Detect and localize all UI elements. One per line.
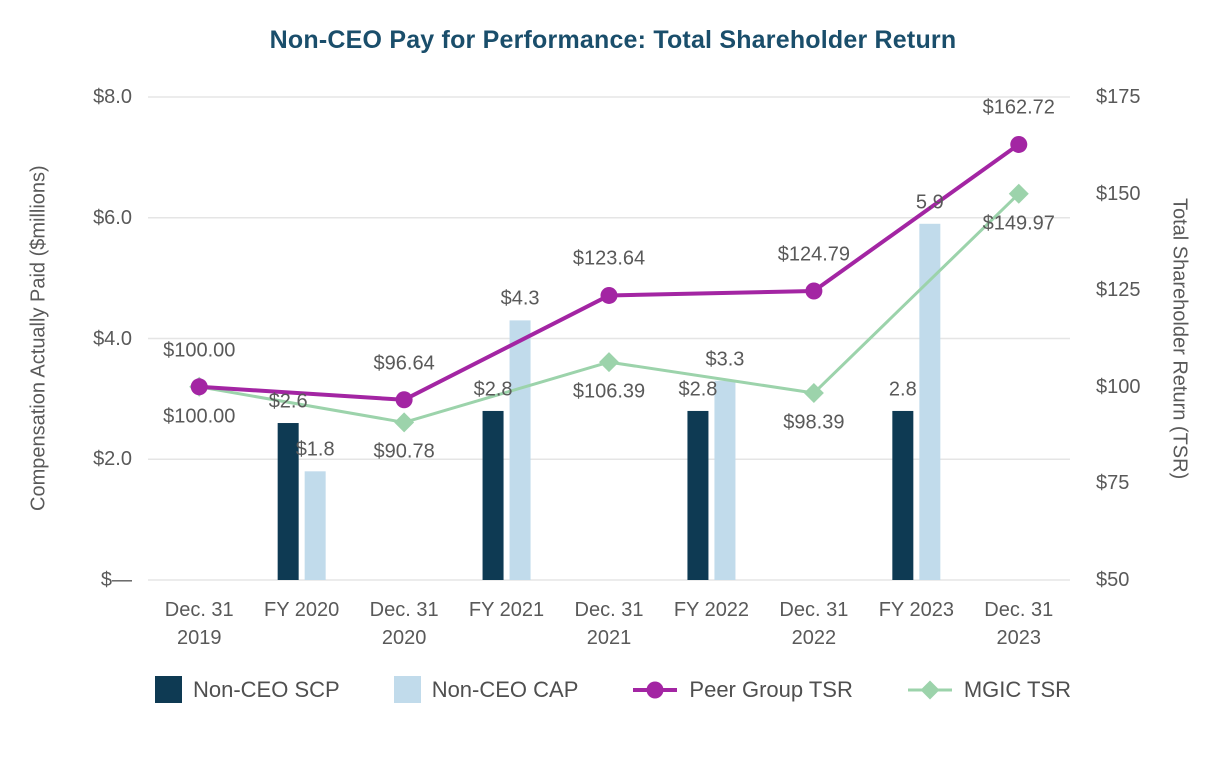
legend-item-non-ceo-cap: Non-CEO CAP xyxy=(393,676,579,703)
line-mgic-tsr xyxy=(198,192,1020,424)
legend-label: Non-CEO SCP xyxy=(192,676,340,702)
marker-diamond-mgic-tsr xyxy=(394,412,415,433)
marker-circle-peer-group-tsr xyxy=(805,282,823,300)
legend-item-peer-group-tsr: Peer Group TSR xyxy=(632,676,853,703)
legend-swatch-diamond-icon xyxy=(907,680,952,699)
marker-diamond-mgic-tsr xyxy=(803,383,824,404)
marker-diamond-mgic-tsr xyxy=(1008,183,1029,204)
bar-non-ceo-scp xyxy=(277,423,299,580)
bar-non-ceo-cap xyxy=(509,320,531,580)
bar-non-ceo-cap xyxy=(919,223,941,580)
marker-diamond-mgic-tsr xyxy=(599,352,619,373)
legend: Non-CEO SCP Non-CEO CAP Peer Group TSR MGIC… xyxy=(0,676,1226,703)
legend-label: MGIC TSR xyxy=(963,676,1072,702)
bar-non-ceo-scp xyxy=(687,410,709,580)
legend-label: Peer Group TSR xyxy=(689,676,853,702)
marker-circle-peer-group-tsr xyxy=(190,378,208,396)
chart-title: Non-CEO Pay for Performance: Total Share… xyxy=(269,26,957,54)
marker-circle-peer-group-tsr xyxy=(600,286,618,304)
bar-non-ceo-scp xyxy=(482,410,504,580)
bar-non-ceo-cap xyxy=(304,471,326,580)
legend-swatch-circle-icon xyxy=(633,681,678,698)
legend-swatch-square-icon xyxy=(393,676,421,703)
marker-circle-peer-group-tsr xyxy=(1010,135,1028,153)
legend-item-mgic-tsr: MGIC TSR xyxy=(907,677,1071,703)
legend-label: Non-CEO CAP xyxy=(431,676,579,702)
right-axis-title: Total Shareholder Return (TSR) xyxy=(1168,197,1191,480)
bar-non-ceo-cap xyxy=(714,380,736,580)
legend-item-non-ceo-scp: Non-CEO SCP xyxy=(154,676,340,703)
marker-circle-peer-group-tsr xyxy=(395,391,413,409)
legend-swatch-square-icon xyxy=(154,676,182,703)
bar-non-ceo-scp xyxy=(892,410,914,580)
